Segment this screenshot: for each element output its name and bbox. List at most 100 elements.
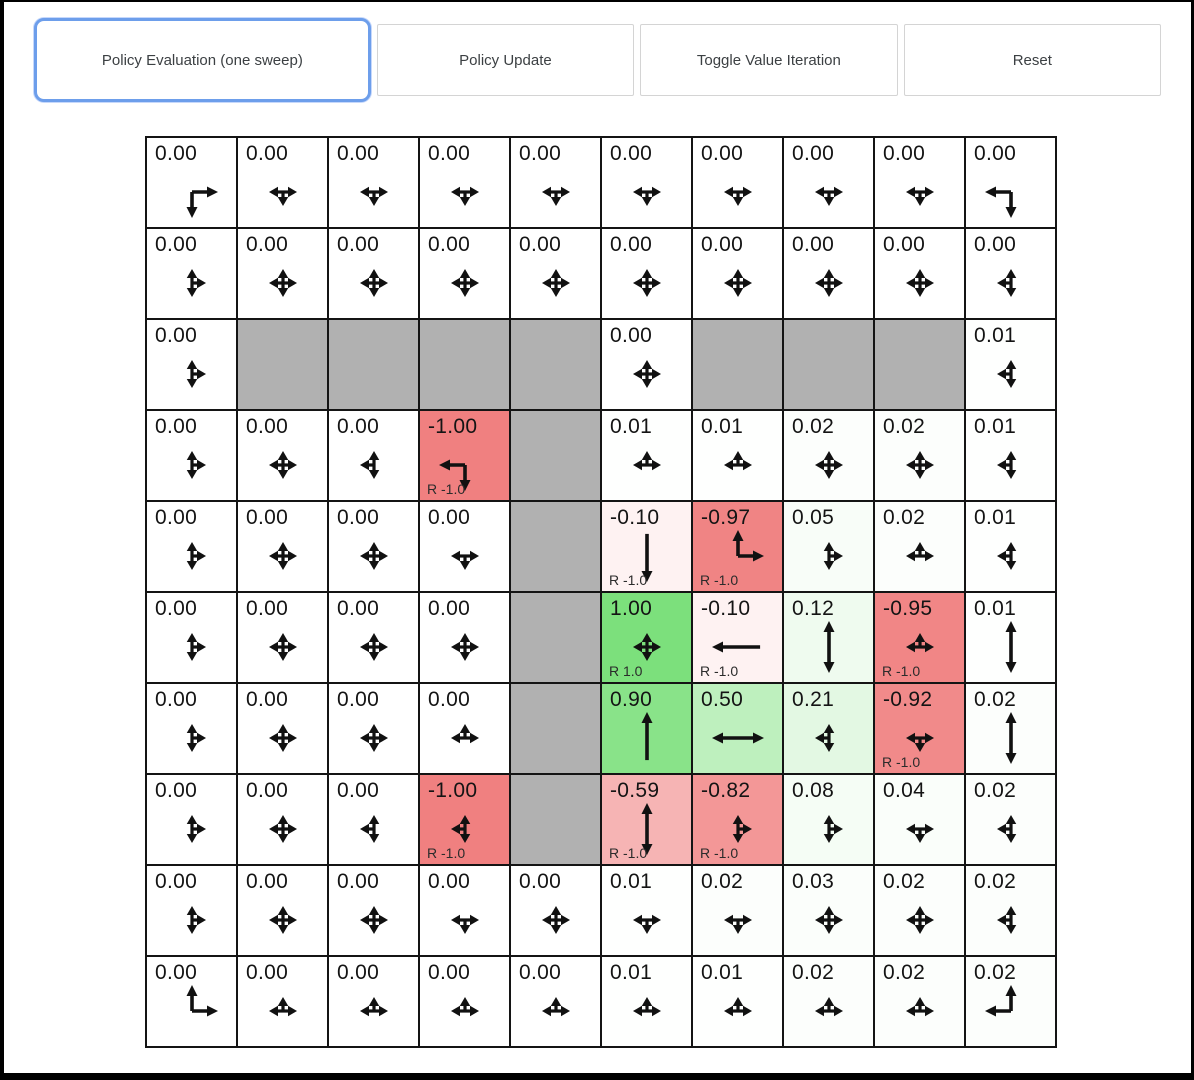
- policy-arrow-icon: [450, 186, 479, 206]
- reset-button[interactable]: Reset: [903, 24, 1162, 96]
- policy-evaluation-button[interactable]: Policy Evaluation (one sweep): [34, 18, 371, 102]
- cell-value: 0.02: [701, 870, 744, 893]
- cell-reward: R -1.0: [700, 845, 739, 861]
- grid-cell: 0.00: [238, 411, 327, 500]
- cell-value: 0.00: [792, 233, 835, 256]
- grid-cell: -1.00 R -1.0: [420, 775, 509, 864]
- cell-value: 0.02: [974, 870, 1017, 893]
- cell-value: 0.00: [428, 961, 471, 984]
- policy-arrow-icon: [732, 530, 764, 562]
- cell-value: 0.01: [974, 324, 1017, 347]
- grid-cell: 0.00: [693, 138, 782, 227]
- cell-value: -0.10: [610, 506, 660, 529]
- cell-value: 0.01: [701, 415, 744, 438]
- cell-value: -1.00: [428, 779, 478, 802]
- grid-cell: 0.12: [784, 593, 873, 682]
- policy-arrow-icon: [186, 724, 206, 752]
- grid-cell: 0.00: [602, 229, 691, 318]
- policy-arrow-icon: [268, 269, 297, 297]
- grid-cell: 0.02: [875, 866, 964, 955]
- cell-reward: R -1.0: [882, 754, 921, 770]
- policy-arrow-icon: [732, 815, 752, 843]
- cell-value: 0.00: [155, 870, 198, 893]
- grid-cell: 0.00: [238, 775, 327, 864]
- cell-value: -0.92: [883, 688, 933, 711]
- policy-arrow-icon: [996, 906, 1016, 934]
- cell-value: 0.01: [610, 961, 653, 984]
- policy-arrow-icon: [450, 815, 470, 843]
- policy-arrow-icon: [1005, 712, 1016, 764]
- policy-arrow-icon: [723, 914, 752, 934]
- grid-cell: 0.01: [602, 957, 691, 1046]
- policy-arrow-icon: [632, 360, 661, 388]
- grid-cell: 0.00: [147, 684, 236, 773]
- grid-cell: 0.00: [329, 593, 418, 682]
- cell-value: -0.82: [701, 779, 751, 802]
- grid-cell: 0.02: [966, 775, 1055, 864]
- grid-cell: 0.00: [147, 593, 236, 682]
- grid-cell: 0.02: [784, 957, 873, 1046]
- policy-arrow-icon: [438, 459, 470, 491]
- grid-cell: 0.01: [693, 411, 782, 500]
- toolbar: Policy Evaluation (one sweep) Policy Upd…: [34, 18, 1162, 102]
- policy-arrow-icon: [814, 997, 843, 1017]
- grid-cell: 0.00: [784, 138, 873, 227]
- policy-arrow-icon: [186, 451, 206, 479]
- grid-cell: 0.00: [966, 138, 1055, 227]
- grid-cell: 0.00: [420, 957, 509, 1046]
- cell-value: 0.00: [155, 961, 198, 984]
- cell-value: -1.00: [428, 415, 478, 438]
- policy-arrow-icon: [723, 997, 752, 1017]
- cell-value: 0.00: [246, 142, 289, 165]
- wall-cell: [238, 320, 327, 409]
- grid-cell: 0.01: [966, 593, 1055, 682]
- policy-update-button[interactable]: Policy Update: [376, 24, 635, 96]
- cell-value: 0.00: [428, 142, 471, 165]
- policy-arrow-icon: [541, 186, 570, 206]
- policy-arrow-icon: [996, 451, 1016, 479]
- policy-arrow-icon: [814, 451, 843, 479]
- policy-arrow-icon: [996, 269, 1016, 297]
- policy-arrow-icon: [632, 997, 661, 1017]
- wall-cell: [329, 320, 418, 409]
- grid-cell: 0.01: [602, 866, 691, 955]
- policy-arrow-icon: [359, 542, 388, 570]
- policy-arrow-icon: [359, 269, 388, 297]
- cell-value: 1.00: [610, 597, 653, 620]
- cell-value: 0.00: [155, 415, 198, 438]
- wall-cell: [511, 593, 600, 682]
- grid-cell: 0.90: [602, 684, 691, 773]
- cell-value: 0.00: [246, 779, 289, 802]
- policy-arrow-icon: [711, 641, 760, 653]
- policy-arrow-icon: [814, 724, 834, 752]
- cell-value: 0.00: [246, 961, 289, 984]
- grid-cell: 0.00: [238, 593, 327, 682]
- policy-arrow-icon: [359, 997, 388, 1017]
- cell-value: 0.00: [155, 142, 198, 165]
- policy-arrow-icon: [905, 186, 934, 206]
- cell-value: 0.00: [337, 597, 380, 620]
- grid-cell: 0.02: [784, 411, 873, 500]
- grid-cell: 0.02: [966, 866, 1055, 955]
- policy-arrow-icon: [905, 269, 934, 297]
- cell-value: 0.01: [974, 597, 1017, 620]
- wall-cell: [420, 320, 509, 409]
- toggle-value-iteration-button[interactable]: Toggle Value Iteration: [640, 24, 898, 96]
- cell-reward: R -1.0: [609, 845, 648, 861]
- policy-arrow-icon: [359, 906, 388, 934]
- grid-cell: 0.00: [329, 866, 418, 955]
- grid-cell: 0.00: [147, 229, 236, 318]
- grid-cell: 0.00: [693, 229, 782, 318]
- grid-cell: 0.00: [329, 411, 418, 500]
- cell-value: 0.02: [974, 779, 1017, 802]
- policy-arrow-icon: [814, 186, 843, 206]
- grid-cell: -0.92 R -1.0: [875, 684, 964, 773]
- cell-value: 0.02: [974, 688, 1017, 711]
- cell-value: 0.00: [519, 233, 562, 256]
- grid-cell: 0.00: [147, 411, 236, 500]
- policy-arrow-icon: [632, 269, 661, 297]
- cell-value: 0.01: [610, 415, 653, 438]
- grid-cell: 0.00: [420, 593, 509, 682]
- policy-arrow-icon: [268, 906, 297, 934]
- cell-value: 0.00: [337, 961, 380, 984]
